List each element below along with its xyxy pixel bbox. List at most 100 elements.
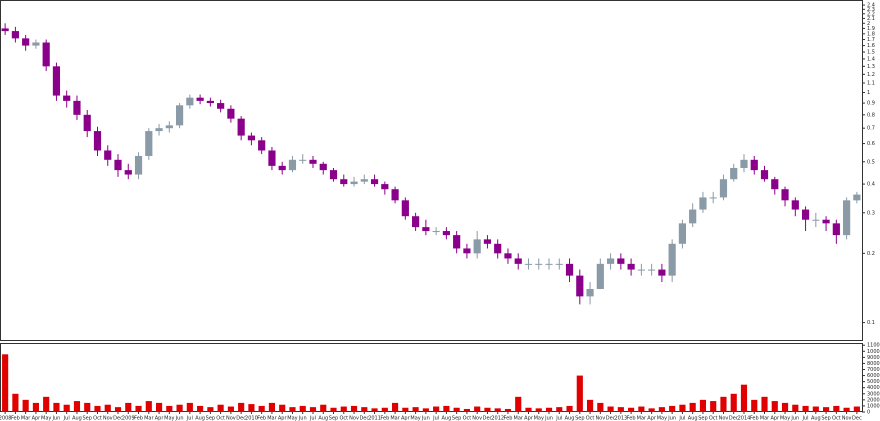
volume-bar: [853, 406, 860, 412]
x-tick-label: Oct: [216, 416, 225, 421]
candle-body: [227, 108, 235, 119]
x-tick-label: Apr: [155, 416, 165, 421]
volume-bar: [402, 407, 409, 412]
x-tick-label: 2010: [245, 416, 258, 421]
candle-body: [730, 167, 738, 180]
volume-bar: [22, 399, 29, 412]
volume-bar: [720, 396, 727, 412]
y-tick-label: 10000: [867, 349, 880, 355]
candle-body: [463, 248, 471, 254]
volume-bar: [607, 406, 614, 412]
candle-body: [514, 258, 522, 264]
y-tick-label: 0.9: [867, 101, 875, 107]
candle-body: [104, 150, 112, 160]
y-tick-label: 0.7: [867, 126, 875, 132]
volume-bar: [802, 405, 809, 412]
volume-bar: [361, 407, 368, 412]
volume-bar: [494, 408, 501, 412]
y-tick-label: 4000: [867, 385, 880, 391]
volume-bar: [638, 406, 645, 412]
volume-bar: [463, 408, 470, 412]
candle-body: [412, 216, 420, 228]
candle-body: [63, 95, 71, 101]
candle-body: [83, 114, 91, 132]
volume-bar: [474, 406, 481, 412]
candle-body: [586, 288, 594, 297]
y-tick-label: 0.1: [867, 320, 875, 326]
y-tick-label: 0.4: [867, 182, 875, 188]
volume-bar: [679, 404, 686, 412]
volume-bar: [556, 407, 563, 412]
x-tick-label: Dec: [852, 416, 862, 421]
x-tick-label: May: [534, 416, 544, 421]
volume-bar: [176, 404, 183, 412]
candle-body: [494, 243, 502, 254]
volume-bar: [710, 401, 717, 412]
x-tick-label: Apr: [278, 416, 288, 421]
volume-bar: [340, 406, 347, 412]
volume-bar: [412, 407, 419, 412]
candle-body: [360, 179, 368, 182]
candle-body: [165, 125, 173, 129]
volume-bar: [576, 375, 583, 412]
volume-bar: [227, 406, 234, 412]
x-tick-label: Aug: [565, 416, 575, 421]
x-tick-label: May: [287, 416, 297, 421]
x-tick-label: Jul: [186, 416, 193, 421]
candle-body: [206, 100, 214, 104]
x-tick-label: Aug: [72, 416, 82, 421]
x-tick-label: Sep: [452, 416, 461, 421]
x-tick-label: Sep: [83, 416, 92, 421]
volume-bar: [597, 402, 604, 412]
y-tick-label: 1.3: [867, 64, 875, 70]
candle-body: [52, 66, 61, 96]
x-tick-label: Aug: [688, 416, 698, 421]
volume-bar: [207, 407, 214, 412]
x-tick-label: Jun: [544, 416, 553, 421]
y-tick-label: 2000: [867, 397, 880, 403]
volume-bar: [689, 402, 696, 412]
volume-bar: [617, 407, 624, 412]
x-tick-label: May: [780, 416, 790, 421]
candle-body: [535, 263, 543, 265]
y-tick-label: 1.2: [867, 72, 875, 78]
candle-body: [678, 223, 687, 244]
volume-bar: [648, 408, 655, 412]
candle-body: [217, 103, 225, 109]
x-tick-label: Jun: [667, 416, 676, 421]
candle-body: [822, 219, 830, 224]
x-tick-label: Mar: [390, 416, 400, 421]
candle-body: [22, 38, 30, 46]
x-tick-label: Apr: [32, 416, 42, 421]
volume-bar: [2, 354, 9, 412]
x-tick-label: May: [164, 416, 174, 421]
volume-bar: [104, 404, 111, 412]
candle-body: [196, 97, 204, 101]
y-tick-label: 2.2: [867, 11, 875, 17]
x-tick-label: 2011: [368, 416, 381, 421]
volume-bar: [545, 407, 553, 412]
y-tick-label: 0.3: [867, 210, 875, 216]
y-tick-label: 0.6: [867, 141, 875, 147]
candle-body: [299, 159, 307, 161]
x-tick-label: Jun: [175, 416, 184, 421]
candle-body: [329, 170, 338, 180]
candle-body: [340, 179, 348, 185]
x-tick-label: Nov: [349, 416, 359, 421]
candle-body: [812, 219, 820, 221]
candle-body: [565, 263, 574, 276]
x-tick-label: Dec: [606, 416, 616, 421]
y-tick-label: 1.1: [867, 81, 875, 87]
x-tick-label: Aug: [442, 416, 452, 421]
x-tick-label: Oct: [93, 416, 102, 421]
x-tick-label: Mar: [21, 416, 31, 421]
volume-bar: [84, 402, 91, 412]
candle-body: [699, 197, 707, 210]
y-tick-label: 1.5: [867, 50, 875, 56]
x-tick-label: 2014: [738, 416, 751, 421]
x-tick-label: Feb: [257, 416, 266, 421]
volume-bar: [12, 393, 19, 412]
volume-bar: [740, 384, 748, 412]
x-tick-label: Dec: [729, 416, 739, 421]
